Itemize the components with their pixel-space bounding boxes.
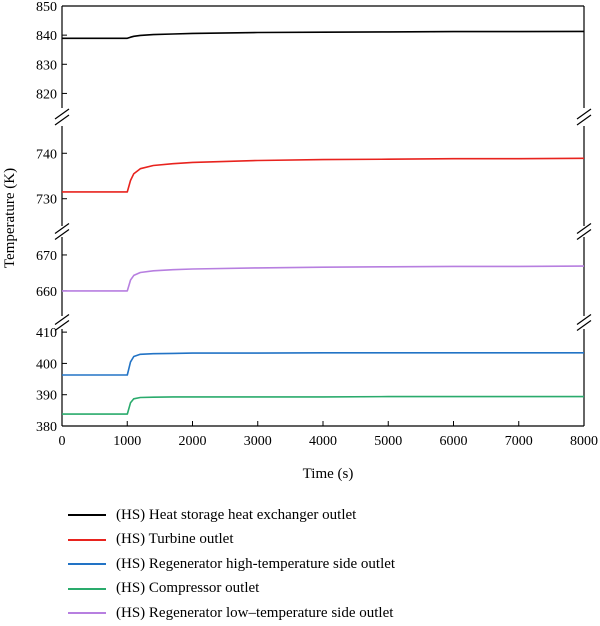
- axis-break-mark: [54, 229, 70, 240]
- series-line: [62, 157, 585, 193]
- axis-break-mark: [54, 108, 70, 120]
- series-line: [62, 351, 584, 376]
- x-tick-label: 2000: [179, 434, 207, 449]
- x-axis-title: Time (s): [303, 466, 354, 482]
- y-tick-label: 410: [36, 326, 57, 341]
- y-tick-label: 820: [36, 87, 57, 102]
- legend-item: (HS) Heat storage heat exchanger outlet: [68, 503, 588, 528]
- y-tick-label: 400: [36, 357, 57, 372]
- y-tick-label: 380: [36, 420, 57, 435]
- series-line: [62, 30, 585, 40]
- line-chart: 820 830 840 850 730 740 660 670 380 390 400 410 0 100…: [2, 0, 598, 482]
- y-tick-label: 740: [36, 147, 57, 162]
- legend-swatch: [68, 587, 106, 590]
- legend-label: (HS) Regenerator high-temperature side o…: [116, 555, 396, 572]
- axis-break-mark: [576, 314, 592, 325]
- legend-item: (HS) Turbine outlet: [68, 528, 588, 553]
- legend-label: (HS) Compressor outlet: [116, 580, 260, 597]
- axis-break-mark: [54, 114, 70, 126]
- series-line: [62, 265, 585, 292]
- y-tick-label: 840: [36, 29, 57, 44]
- y-tick-label: 670: [36, 249, 57, 264]
- axis-break-mark: [576, 223, 592, 234]
- y-tick-label: 390: [36, 389, 57, 404]
- x-tick-label: 5000: [374, 434, 402, 449]
- axis-break-mark: [54, 314, 70, 325]
- series-line: [62, 395, 584, 415]
- legend-label: (HS) Turbine outlet: [116, 531, 234, 548]
- x-tick-label: 1000: [113, 434, 141, 449]
- legend-item: (HS) Regenerator high-temperature side o…: [68, 552, 588, 577]
- legend-swatch: [68, 538, 106, 541]
- x-tick-label: 4000: [309, 434, 337, 449]
- y-tick-label: 660: [36, 285, 57, 300]
- legend-swatch: [68, 514, 106, 517]
- legend: (HS) Heat storage heat exchanger outlet …: [68, 503, 588, 626]
- x-tick-label: 6000: [440, 434, 468, 449]
- y-tick-label: 850: [36, 0, 57, 15]
- y-tick-label: 730: [36, 193, 57, 208]
- y-axis-title: Temperature (K): [2, 168, 18, 268]
- legend-item: (HS) Compressor outlet: [68, 577, 588, 602]
- x-tick-label: 7000: [505, 434, 533, 449]
- y-tick-label: 830: [36, 58, 57, 73]
- legend-swatch: [68, 612, 106, 615]
- axis-break-mark: [54, 223, 70, 234]
- legend-swatch: [68, 563, 106, 566]
- axis-break-mark: [576, 229, 592, 240]
- legend-label: (HS) Heat storage heat exchanger outlet: [116, 506, 357, 523]
- axis-break-mark: [576, 108, 592, 120]
- axis-break-mark: [576, 114, 592, 126]
- legend-item: (HS) Regenerator low–temperature side ou…: [68, 601, 588, 626]
- x-tick-label: 3000: [244, 434, 272, 449]
- x-tick-label: 0: [59, 434, 66, 449]
- axis-break-mark: [576, 320, 592, 331]
- x-tick-label: 8000: [570, 434, 598, 449]
- axis-break-mark: [54, 320, 70, 331]
- legend-label: (HS) Regenerator low–temperature side ou…: [116, 604, 394, 621]
